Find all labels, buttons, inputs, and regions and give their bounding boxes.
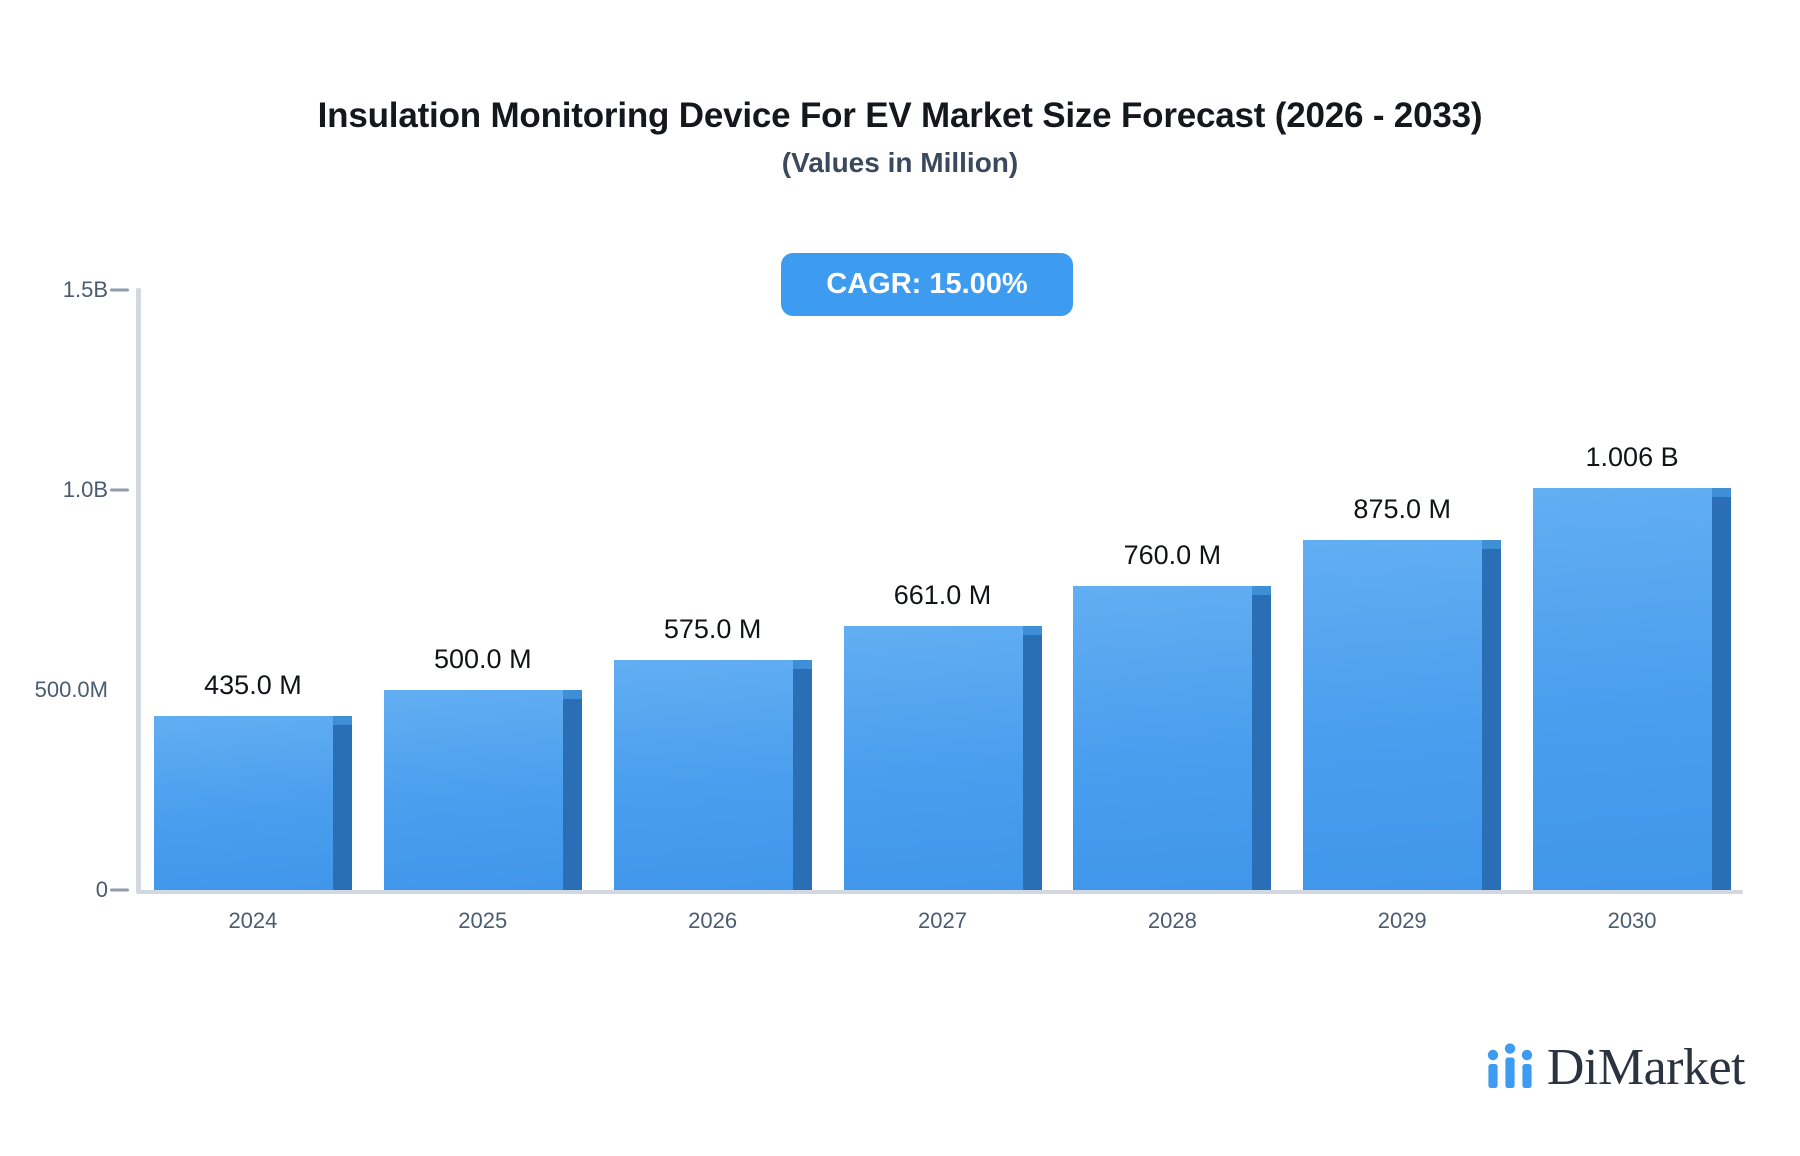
x-axis-tick-label: 2027 — [918, 908, 967, 933]
bar-front-face — [1533, 487, 1713, 890]
bar-top-face — [792, 660, 812, 669]
y-axis-tick-mark — [110, 288, 129, 292]
bar-side-face — [562, 699, 582, 890]
y-axis-tick-mark — [110, 488, 129, 492]
logo-text: DiMarket — [1546, 1039, 1746, 1096]
bar-value-label: 575.0 M — [663, 614, 762, 644]
cagr-badge: CAGR: 15.00% — [781, 253, 1073, 316]
bar-side-face — [1022, 634, 1042, 890]
page-title: Insulation Monitoring Device For EV Mark… — [317, 96, 1483, 135]
bar-top-face — [1712, 487, 1732, 497]
bar-side-face — [1712, 496, 1732, 890]
bar-value-label: 435.0 M — [204, 670, 302, 700]
bar-value-label: 875.0 M — [1353, 494, 1451, 524]
bar-front-face — [383, 690, 563, 890]
y-axis-tick-label: 1.5B — [62, 277, 108, 302]
bar-front-face — [843, 625, 1023, 890]
bar-value-label: 500.0 M — [434, 644, 532, 674]
bar-value-label: 661.0 M — [893, 579, 992, 610]
x-axis-tick-label: 2026 — [688, 908, 738, 933]
x-axis-tick-label: 2030 — [1607, 908, 1657, 933]
bar-top-face — [332, 716, 352, 725]
brand-logo: DiMarket — [1485, 1039, 1746, 1096]
bar-top-face — [1482, 540, 1502, 549]
x-axis-tick-label: 2028 — [1147, 908, 1197, 933]
bar[interactable] — [1303, 540, 1502, 890]
bar[interactable] — [1073, 586, 1272, 890]
bar[interactable] — [1533, 487, 1732, 890]
bar-front-face — [613, 660, 793, 890]
bar-side-face — [1482, 549, 1502, 890]
bar-side-face — [1252, 595, 1272, 890]
y-axis-tick-label: 0 — [95, 877, 108, 902]
bar-front-face — [1303, 540, 1483, 890]
x-axis-tick-label: 2029 — [1377, 908, 1427, 933]
bar[interactable] — [843, 625, 1042, 890]
x-axis-tick-label: 2025 — [458, 908, 508, 933]
bar-front-face — [153, 716, 333, 890]
bar-top-face — [1252, 586, 1272, 595]
chart-subtitle: (Values in Million) — [781, 147, 1019, 178]
y-axis-tick-mark — [110, 888, 129, 892]
bar[interactable] — [613, 660, 812, 890]
bar-value-label: 1.006 B — [1585, 441, 1679, 472]
x-axis-tick-label: 2024 — [228, 908, 278, 933]
y-axis-tick-label: 500.0M — [34, 677, 108, 702]
bar[interactable] — [153, 716, 352, 890]
bar-top-face — [562, 690, 582, 699]
bar-front-face — [1073, 586, 1253, 890]
bar-side-face — [792, 669, 812, 890]
y-axis-line — [136, 288, 141, 893]
bar-side-face — [332, 725, 352, 890]
bar-chart-icon — [1485, 1042, 1537, 1094]
bar-value-label: 760.0 M — [1123, 540, 1222, 570]
bar[interactable] — [383, 690, 582, 890]
x-axis-line — [136, 890, 1743, 894]
bar-top-face — [1022, 625, 1042, 635]
y-axis-tick-label: 1.0B — [62, 477, 108, 502]
